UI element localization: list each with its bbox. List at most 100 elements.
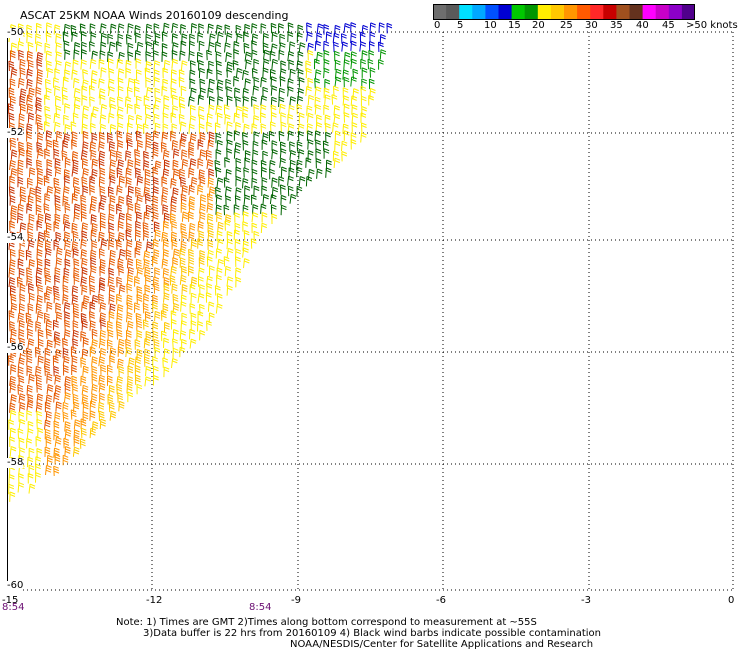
- wind-barb: [18, 419, 26, 430]
- wind-barb: [107, 329, 114, 340]
- wind-barb: [56, 311, 63, 323]
- wind-barb: [288, 41, 296, 52]
- wind-barb: [53, 24, 61, 35]
- wind-barb: [181, 284, 188, 295]
- wind-barb: [54, 203, 61, 214]
- wind-barb: [188, 202, 195, 213]
- wind-barb: [152, 166, 159, 178]
- wind-barb: [17, 176, 24, 188]
- wind-barb: [144, 113, 152, 125]
- wind-barb: [98, 58, 105, 70]
- wind-barb: [27, 303, 34, 314]
- wind-barb: [143, 356, 150, 367]
- wind-barb: [154, 347, 160, 358]
- wind-barb: [18, 141, 24, 153]
- wind-barb: [136, 95, 142, 107]
- wind-barb: [99, 94, 106, 105]
- wind-barb: [135, 258, 142, 270]
- wind-barb: [72, 320, 79, 331]
- wind-barb: [81, 320, 88, 331]
- wind-barb: [26, 410, 33, 421]
- wind-barb: [161, 176, 168, 187]
- wind-barb: [251, 123, 258, 134]
- wind-barb: [127, 365, 134, 376]
- wind-barb: [306, 22, 312, 33]
- wind-barb: [369, 88, 376, 99]
- wind-barb: [244, 185, 251, 196]
- wind-barb: [18, 393, 26, 404]
- wind-barb: [127, 185, 134, 197]
- wind-barb: [179, 50, 186, 61]
- wind-barb: [36, 122, 43, 133]
- wind-barb: [207, 139, 214, 150]
- wind-barb: [134, 276, 140, 287]
- wind-barb: [189, 78, 196, 90]
- wind-barb: [224, 265, 232, 277]
- wind-barb: [235, 105, 243, 116]
- wind-barb: [199, 250, 206, 261]
- wind-barb: [171, 283, 178, 294]
- wind-barb: [35, 86, 42, 98]
- wind-barb: [197, 32, 204, 43]
- colorbar-segment: [642, 4, 657, 20]
- wind-barb: [79, 438, 86, 449]
- wind-barb: [262, 194, 269, 205]
- wind-barb: [27, 59, 34, 71]
- wind-barb: [152, 40, 159, 51]
- wind-barb: [271, 177, 278, 188]
- wind-barb: [216, 112, 223, 124]
- wind-barb: [26, 78, 33, 90]
- wind-barb: [197, 139, 204, 150]
- wind-barb: [207, 239, 214, 251]
- wind-barb: [99, 265, 106, 277]
- wind-barb: [324, 114, 331, 125]
- wind-barb: [45, 50, 52, 61]
- wind-barb: [217, 258, 224, 269]
- wind-barb: [90, 393, 98, 404]
- wind-barb: [90, 229, 97, 240]
- wind-barb: [64, 319, 71, 331]
- wind-barb: [135, 58, 142, 69]
- wind-barb: [80, 418, 87, 429]
- wind-barb: [143, 186, 150, 197]
- wind-barb: [160, 310, 167, 321]
- wind-barb: [17, 41, 24, 52]
- wind-barb: [107, 276, 115, 287]
- wind-barb: [134, 356, 142, 367]
- wind-barb: [125, 96, 132, 107]
- wind-barb: [234, 195, 241, 206]
- wind-barb: [287, 175, 294, 186]
- wind-barb: [100, 364, 107, 375]
- wind-barb: [226, 148, 233, 159]
- wind-barb: [197, 94, 205, 105]
- wind-barb: [46, 139, 53, 151]
- wind-barb: [127, 202, 134, 214]
- wind-barb: [170, 69, 177, 80]
- wind-barb: [100, 32, 107, 44]
- wind-barb: [251, 96, 257, 107]
- wind-barb: [127, 139, 133, 150]
- wind-barb: [71, 69, 78, 80]
- wind-barb: [269, 168, 275, 180]
- wind-barb: [287, 51, 295, 62]
- wind-barb: [89, 301, 96, 313]
- wind-barb: [171, 239, 178, 250]
- wind-barb: [152, 211, 159, 222]
- wind-barb: [180, 202, 187, 213]
- wind-barb: [162, 78, 169, 90]
- wind-barb: [206, 159, 214, 170]
- wind-barb: [9, 321, 15, 332]
- wind-barb: [253, 58, 260, 70]
- wind-barb: [54, 274, 60, 286]
- wind-barb: [10, 328, 17, 340]
- wind-barb: [269, 194, 277, 205]
- wind-barb: [225, 169, 232, 180]
- wind-barb: [224, 214, 232, 225]
- wind-barb: [144, 311, 151, 322]
- wind-barb: [180, 60, 188, 71]
- wind-barb: [161, 51, 168, 62]
- wind-barb: [10, 68, 18, 79]
- wind-barb: [107, 394, 114, 405]
- wind-barb: [35, 346, 41, 358]
- wind-barb: [172, 248, 180, 259]
